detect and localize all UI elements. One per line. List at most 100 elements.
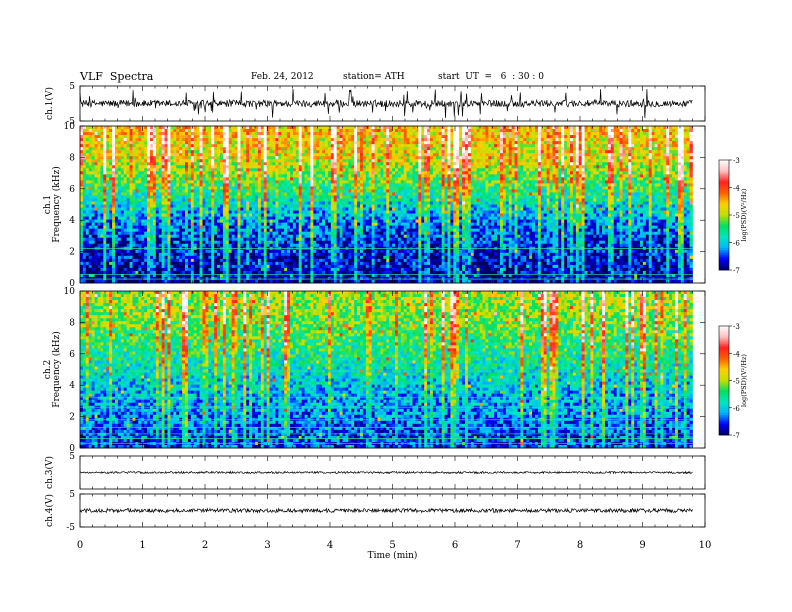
spectrogram-cell	[257, 156, 262, 160]
spectrogram-cell	[150, 225, 154, 229]
spectrogram-cell	[342, 234, 346, 239]
spectrogram-cell	[243, 180, 247, 184]
spectrogram-cell	[260, 126, 265, 130]
spectrogram-cell	[190, 195, 195, 199]
spectrogram-cell	[187, 216, 192, 220]
spectrogram-cell	[325, 264, 329, 269]
spectrogram-cell	[196, 171, 200, 175]
spectrogram-cell	[345, 192, 349, 196]
spectrogram-cell	[231, 138, 235, 142]
spectrogram-cell	[252, 273, 256, 278]
spectrogram-cell	[234, 177, 238, 181]
spectrogram-cell	[214, 144, 218, 148]
spectrogram-cell	[120, 156, 125, 160]
spectrogram-cell	[205, 144, 209, 148]
spectrogram-cell	[202, 237, 206, 242]
spectrogram-cell	[202, 264, 206, 269]
spectrogram-cell	[170, 216, 174, 220]
spectrogram-cell	[327, 213, 332, 217]
spectrogram-cell	[176, 159, 180, 163]
spectrogram-cell	[82, 264, 87, 269]
spectrogram-cell	[135, 234, 139, 239]
spectrogram-cell	[225, 243, 230, 248]
spectrogram-cell	[115, 222, 119, 226]
spectrogram-cell	[123, 279, 128, 284]
spectrogram-cell	[240, 186, 244, 190]
spectrogram-cell	[284, 159, 288, 163]
spectrogram-cell	[339, 189, 343, 193]
spectrogram-cell	[135, 156, 139, 160]
spectrogram-cell	[231, 207, 235, 211]
spectrogram-cell	[290, 252, 294, 257]
spectrogram-cell	[179, 201, 183, 205]
spectrogram-cell	[138, 174, 142, 178]
spectrogram-cell	[290, 219, 294, 223]
spectrogram-cell	[144, 249, 148, 254]
spectrogram-cell	[190, 153, 195, 157]
spectrogram-cell	[126, 135, 130, 139]
spectrogram-cell	[211, 135, 215, 139]
spectrogram-cell	[182, 216, 186, 220]
spectrogram-cell	[82, 270, 87, 275]
spectrogram-cell	[152, 159, 157, 163]
spectrogram-cell	[214, 204, 218, 208]
spectrogram-cell	[94, 186, 98, 190]
spectrogram-cell	[263, 252, 268, 257]
spectrogram-cell	[152, 279, 157, 284]
spectrogram-cell	[351, 159, 355, 163]
spectrogram-cell	[272, 240, 276, 245]
spectrogram-cell	[117, 147, 122, 151]
spectrogram-cell	[252, 204, 256, 208]
spectrogram-cell	[94, 171, 98, 175]
spectrogram-cell	[155, 258, 160, 263]
spectrogram-cell	[319, 231, 323, 236]
spectrogram-cell	[170, 177, 174, 181]
spectrogram-cell	[109, 258, 113, 263]
spectrogram-cell	[214, 198, 218, 202]
spectrogram-cell	[228, 156, 233, 160]
spectrogram-cell	[106, 219, 110, 223]
spectrogram-cell	[94, 243, 98, 248]
spectrogram-cell	[275, 132, 279, 136]
spectrogram-cell	[307, 252, 311, 257]
spectrogram-cell	[88, 228, 93, 233]
spectrogram-cell	[292, 162, 297, 166]
spectrogram-cell	[211, 240, 215, 245]
spectrogram-cell	[152, 228, 157, 233]
spectrogram-cell	[310, 270, 314, 275]
spectrogram-cell	[176, 183, 180, 187]
spectrogram-cell	[205, 192, 209, 196]
spectrogram-cell	[170, 180, 174, 184]
spectrogram-cell	[301, 174, 305, 178]
spectrogram-cell	[327, 141, 332, 145]
spectrogram-cell	[263, 159, 268, 163]
spectrogram-cell	[249, 195, 253, 199]
spectrogram-cell	[150, 264, 154, 269]
spectrogram-cell	[205, 228, 209, 233]
spectrogram-cell	[141, 240, 145, 245]
spectrogram-cell	[222, 270, 227, 275]
spectrogram-cell	[325, 240, 329, 245]
spectrogram-cell	[228, 174, 233, 178]
spectrogram-cell	[196, 222, 200, 226]
spectrogram-cell	[103, 201, 107, 205]
spectrogram-cell	[80, 159, 84, 163]
spectrogram-cell	[155, 174, 160, 178]
spectrogram-cell	[120, 255, 125, 260]
spectrogram-cell	[228, 261, 233, 266]
spectrogram-cell	[217, 201, 221, 205]
spectrogram-cell	[342, 192, 346, 196]
spectrogram-cell	[80, 186, 84, 190]
spectrogram-cell	[246, 219, 250, 223]
spectrogram-cell	[158, 237, 163, 242]
spectrogram-cell	[187, 279, 192, 284]
spectrogram-cell	[287, 144, 291, 148]
spectrogram-cell	[327, 195, 332, 199]
spectrogram-cell	[313, 174, 317, 178]
spectrogram-cell	[190, 147, 195, 151]
spectrogram-cell	[336, 189, 340, 193]
spectrogram-cell	[220, 228, 224, 233]
spectrogram-cell	[357, 219, 361, 223]
spectrogram-cell	[208, 129, 212, 133]
spectrogram-cell	[316, 174, 320, 178]
